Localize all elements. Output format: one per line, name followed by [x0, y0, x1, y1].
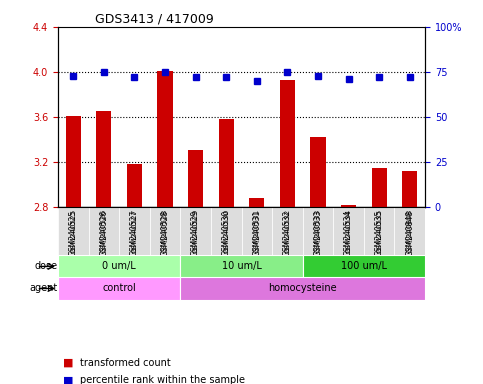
Text: ■: ■: [63, 375, 73, 384]
FancyBboxPatch shape: [88, 207, 119, 255]
Bar: [66, 116, 81, 207]
Bar: [219, 119, 234, 207]
Bar: [280, 80, 295, 207]
Text: agent: agent: [30, 283, 58, 293]
Text: GSM240535: GSM240535: [375, 210, 384, 256]
Text: homocysteine: homocysteine: [269, 283, 337, 293]
FancyBboxPatch shape: [333, 207, 364, 255]
Bar: [311, 137, 326, 207]
Text: GSM240534: GSM240534: [344, 210, 353, 256]
FancyBboxPatch shape: [180, 207, 211, 255]
Bar: [341, 205, 356, 207]
Bar: [303, 255, 425, 278]
Text: percentile rank within the sample: percentile rank within the sample: [80, 375, 245, 384]
Bar: [58, 278, 180, 300]
Bar: [96, 111, 112, 207]
Bar: [371, 168, 387, 207]
Bar: [157, 71, 173, 207]
Text: transformed count: transformed count: [80, 358, 170, 368]
Text: GSM240528: GSM240528: [160, 210, 170, 256]
FancyBboxPatch shape: [272, 207, 303, 255]
Text: GSM240530: GSM240530: [222, 210, 231, 256]
Text: GSM240527: GSM240527: [130, 210, 139, 256]
Text: GSM240848: GSM240848: [407, 209, 413, 253]
Text: GSM240534: GSM240534: [345, 209, 352, 253]
Text: 100 um/L: 100 um/L: [341, 262, 387, 271]
Bar: [188, 150, 203, 207]
Text: GSM240530: GSM240530: [223, 209, 229, 253]
Text: GSM240529: GSM240529: [191, 210, 200, 256]
Text: GSM240525: GSM240525: [69, 210, 78, 256]
Bar: [127, 164, 142, 207]
FancyBboxPatch shape: [211, 207, 242, 255]
Text: dose: dose: [35, 262, 58, 271]
Text: GSM240527: GSM240527: [131, 209, 138, 253]
Text: GSM240532: GSM240532: [283, 210, 292, 256]
Text: GSM240525: GSM240525: [70, 209, 76, 253]
Bar: [180, 278, 425, 300]
FancyBboxPatch shape: [58, 207, 88, 255]
Text: GSM240532: GSM240532: [284, 209, 290, 253]
Bar: [180, 255, 303, 278]
Text: GSM240535: GSM240535: [376, 209, 382, 253]
Text: GSM240529: GSM240529: [193, 209, 199, 253]
Text: GSM240528: GSM240528: [162, 209, 168, 253]
FancyBboxPatch shape: [242, 207, 272, 255]
Bar: [249, 198, 265, 207]
Text: GSM240526: GSM240526: [101, 209, 107, 253]
Text: 0 um/L: 0 um/L: [102, 262, 136, 271]
Text: GSM240526: GSM240526: [99, 210, 108, 256]
FancyBboxPatch shape: [395, 207, 425, 255]
FancyBboxPatch shape: [150, 207, 180, 255]
Bar: [402, 171, 417, 207]
Text: GSM240533: GSM240533: [315, 209, 321, 253]
Text: ■: ■: [63, 358, 73, 368]
FancyBboxPatch shape: [364, 207, 395, 255]
FancyBboxPatch shape: [303, 207, 333, 255]
FancyBboxPatch shape: [119, 207, 150, 255]
Bar: [58, 255, 180, 278]
Text: 10 um/L: 10 um/L: [222, 262, 261, 271]
Text: GSM240531: GSM240531: [252, 210, 261, 256]
Text: GSM240533: GSM240533: [313, 210, 323, 256]
Text: control: control: [102, 283, 136, 293]
Text: GSM240848: GSM240848: [405, 210, 414, 256]
Text: GSM240531: GSM240531: [254, 209, 260, 253]
Text: GDS3413 / 417009: GDS3413 / 417009: [95, 13, 213, 26]
